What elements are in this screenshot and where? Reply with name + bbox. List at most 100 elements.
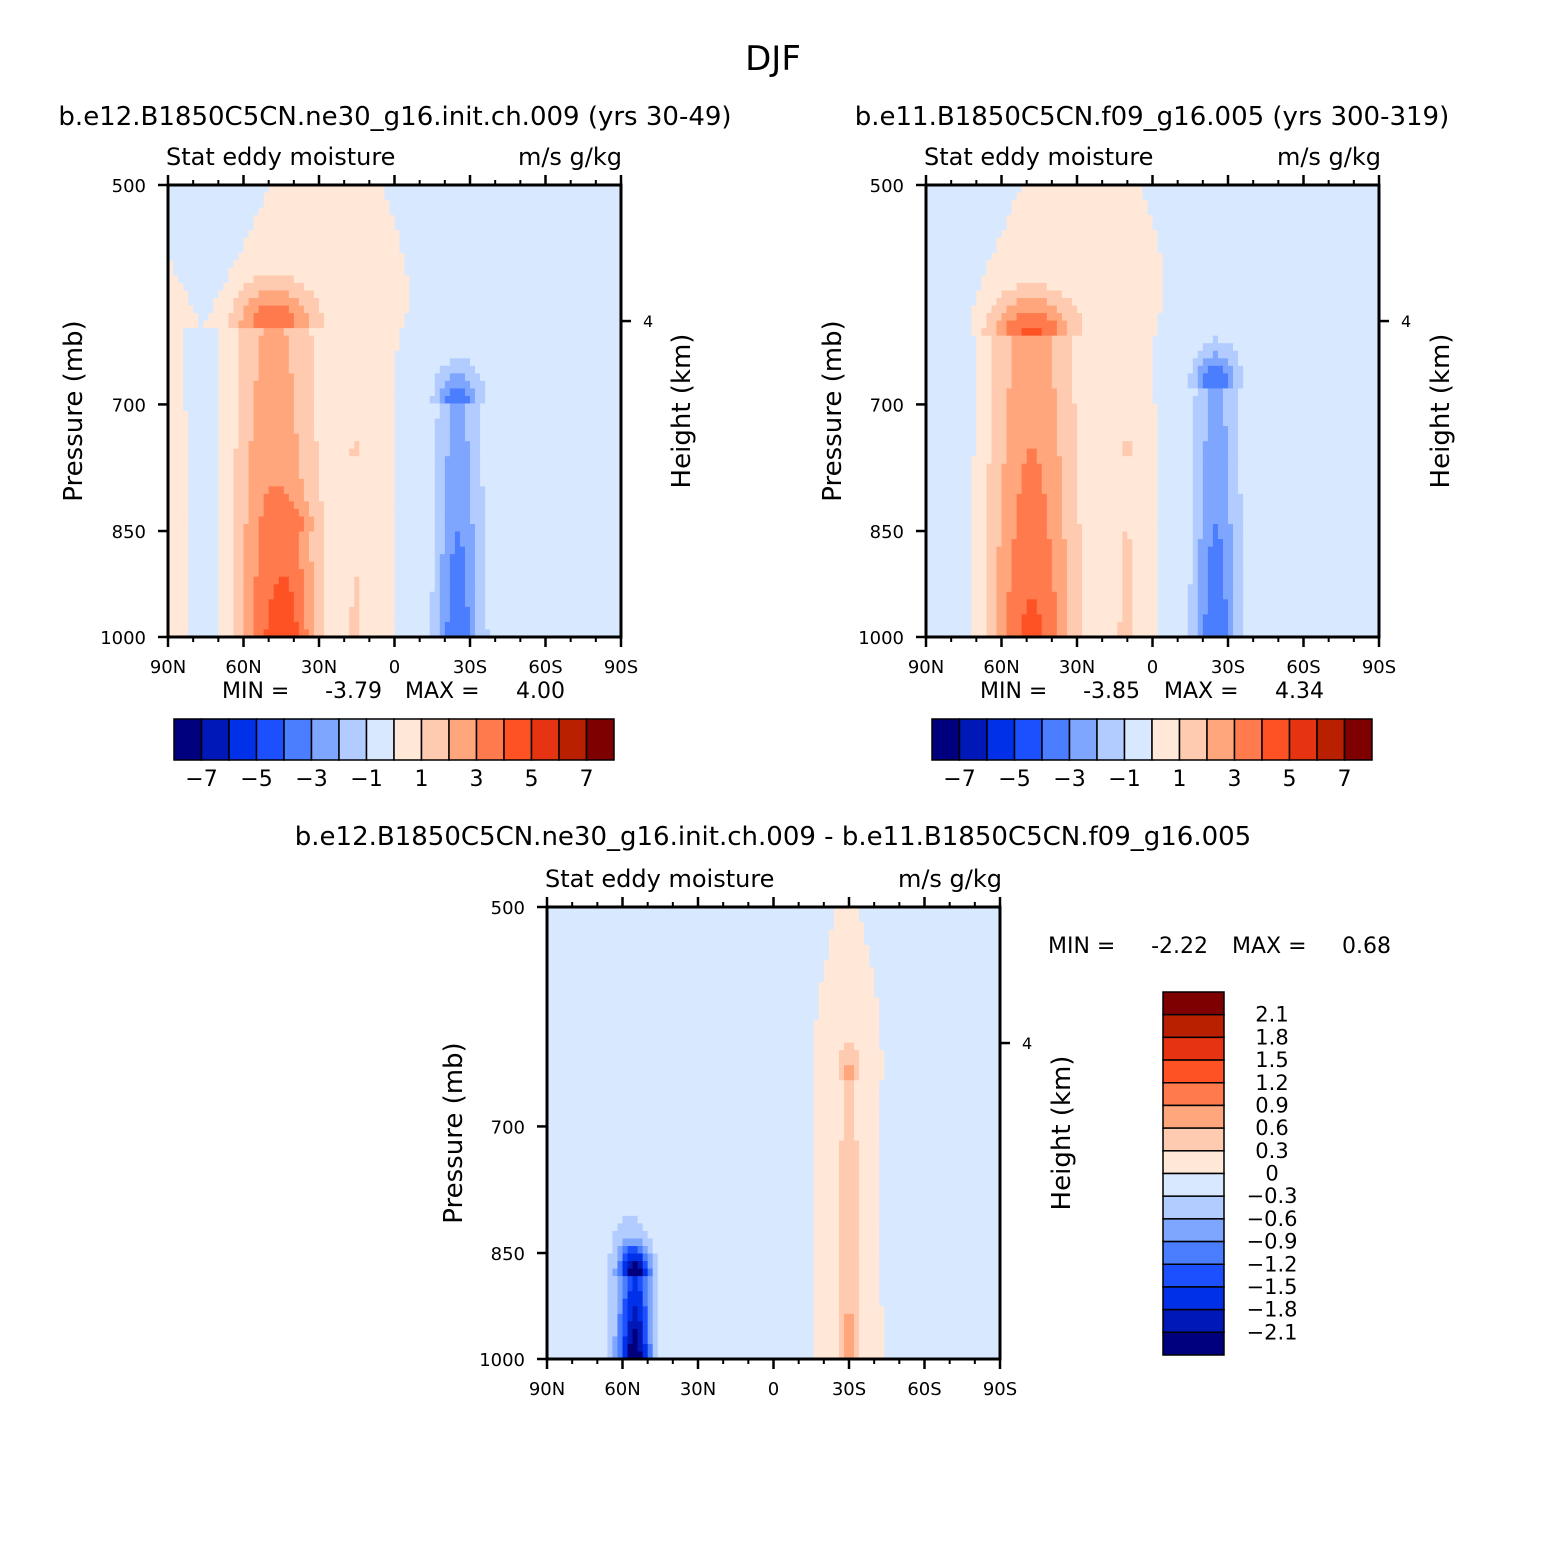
contour-cell xyxy=(996,298,1018,307)
contour-cell xyxy=(1192,516,1204,525)
contour-cell xyxy=(813,1223,840,1232)
contour-cell xyxy=(813,1321,840,1330)
contour-cell xyxy=(1082,584,1123,593)
contour-cell xyxy=(1061,478,1078,487)
colorbar-label: −1.5 xyxy=(1247,1275,1298,1299)
contour-cell xyxy=(1041,471,1063,480)
contour-cell xyxy=(1026,606,1038,615)
contour-cell xyxy=(607,1253,619,1262)
contour-cell xyxy=(884,1336,1001,1345)
contour-cell xyxy=(1243,493,1380,502)
contour-cell xyxy=(838,1193,860,1202)
contour-cell xyxy=(1122,599,1133,608)
contour-cell xyxy=(632,1313,639,1322)
contour-cell xyxy=(168,335,184,344)
contour-cell xyxy=(547,1050,815,1059)
contour-cell xyxy=(1061,508,1078,518)
contour-cell xyxy=(243,313,255,322)
contour-cell xyxy=(838,1321,845,1330)
contour-cell xyxy=(188,584,219,593)
contour-cell xyxy=(1222,554,1234,563)
max-label: MAX = xyxy=(405,679,480,704)
contour-cell xyxy=(879,1230,1001,1240)
contour-cell xyxy=(926,395,977,405)
y-tick-label: 700 xyxy=(491,1117,525,1138)
contour-cell xyxy=(464,426,481,435)
contour-cell xyxy=(854,1065,860,1074)
contour-cell xyxy=(547,1238,614,1247)
contour-cell xyxy=(838,1351,845,1360)
contour-cell xyxy=(617,1261,624,1270)
contour-cell xyxy=(1207,546,1224,555)
contour-cell xyxy=(884,1065,1001,1074)
contour-cell xyxy=(976,388,993,397)
contour-cell xyxy=(1066,614,1083,623)
contour-cell xyxy=(1192,546,1199,555)
contour-cell xyxy=(652,1343,659,1353)
contour-cell xyxy=(1061,501,1078,510)
contour-cell xyxy=(607,1261,619,1270)
contour-cell xyxy=(1197,539,1214,548)
contour-cell xyxy=(879,1155,1001,1164)
contour-cell xyxy=(178,275,229,284)
contour-cell xyxy=(1041,463,1063,472)
y-tick-label: 500 xyxy=(491,898,525,919)
contour-cell xyxy=(434,478,446,487)
contour-cell xyxy=(547,1072,815,1081)
contour-cell xyxy=(838,1148,860,1157)
contour-cell xyxy=(622,1343,629,1353)
contour-cell xyxy=(1233,524,1244,533)
contour-cell xyxy=(168,486,189,495)
contour-cell xyxy=(991,380,1013,389)
contour-cell xyxy=(394,441,436,450)
contour-cell xyxy=(394,621,431,631)
contour-cell xyxy=(838,1163,860,1172)
contour-cell xyxy=(1082,313,1159,322)
contour-cell xyxy=(394,350,622,359)
contour-cell xyxy=(429,629,441,638)
contour-cell xyxy=(1082,320,1159,329)
contour-cell xyxy=(632,1276,639,1285)
contour-cell xyxy=(859,1298,880,1307)
contour-cell xyxy=(1056,591,1068,600)
contour-cell xyxy=(657,1343,815,1353)
contour-cell xyxy=(1016,524,1048,533)
contour-cell xyxy=(838,1253,860,1262)
contour-cell xyxy=(173,260,235,269)
contour-cell xyxy=(1152,358,1194,367)
contour-cell xyxy=(652,1276,659,1285)
contour-cell xyxy=(258,350,290,359)
contour-cell xyxy=(971,305,993,314)
contour-cell xyxy=(1162,267,1380,276)
contour-cell xyxy=(854,1313,860,1322)
contour-cell xyxy=(258,290,290,299)
contour-cell xyxy=(1238,395,1380,405)
contour-cell xyxy=(253,433,300,442)
contour-cell xyxy=(926,192,1018,201)
contour-cell xyxy=(1228,621,1234,631)
contour-cell xyxy=(1238,463,1380,472)
contour-cell xyxy=(168,418,189,427)
contour-cell xyxy=(971,493,987,502)
contour-cell xyxy=(879,1208,1001,1217)
contour-cell xyxy=(218,365,240,374)
contour-cell xyxy=(429,395,441,405)
contour-cell xyxy=(991,448,1008,457)
contour-cell xyxy=(981,282,1018,292)
contour-cell xyxy=(617,1321,624,1330)
contour-cell xyxy=(926,380,977,389)
contour-cell xyxy=(1122,576,1133,585)
contour-cell xyxy=(647,1313,654,1322)
contour-cell xyxy=(1122,606,1133,615)
contour-cell xyxy=(1243,373,1380,382)
contour-cell xyxy=(480,448,622,457)
contour-cell xyxy=(612,1246,619,1255)
contour-cell xyxy=(268,621,300,631)
contour-cell xyxy=(813,1208,840,1217)
contour-cell xyxy=(1132,546,1159,555)
contour-cell xyxy=(1056,614,1068,623)
contour-cell xyxy=(1202,486,1229,495)
contour-cell xyxy=(1016,501,1048,510)
contour-cell xyxy=(359,591,396,600)
contour-cell xyxy=(1071,388,1154,397)
